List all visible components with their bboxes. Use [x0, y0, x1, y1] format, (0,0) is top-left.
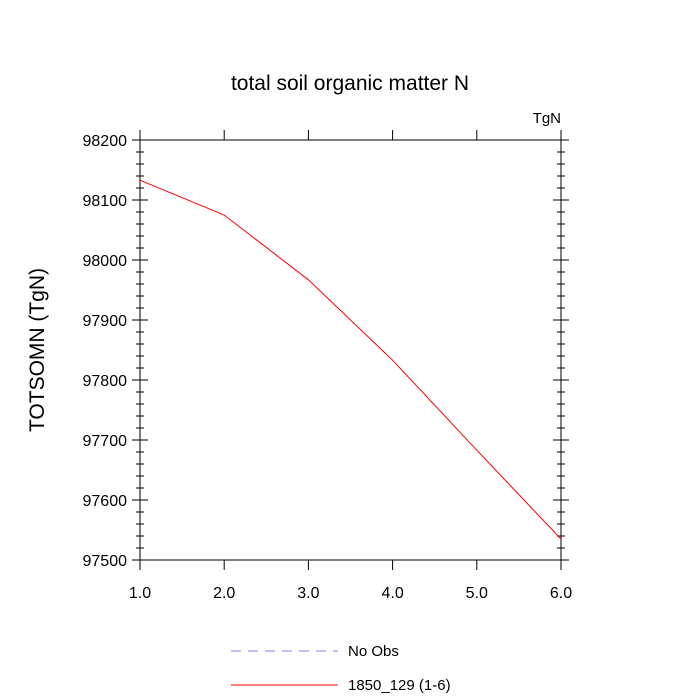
x-tick-label: 2.0	[213, 585, 235, 602]
legend-label-series: 1850_129 (1-6)	[348, 677, 451, 694]
series-layer	[139, 179, 562, 540]
axis-ticks	[132, 130, 569, 570]
x-tick-label: 6.0	[550, 585, 572, 602]
legend: No Obs 1850_129 (1-6)	[231, 643, 451, 694]
y-tick-label: 98100	[83, 193, 128, 210]
y-tick-label: 97600	[83, 493, 128, 510]
legend-label-no-obs: No Obs	[348, 643, 399, 660]
y-axis-label: TOTSOMN (TgN)	[26, 268, 49, 432]
tick-labels: 97500 97600 97700 97800 97900 98000 98100 98200…	[83, 133, 573, 602]
plot-frame	[139, 139, 562, 561]
chart-title: total soil organic matter N	[231, 72, 469, 95]
y-tick-label: 98200	[83, 133, 128, 150]
y-tick-label: 97500	[83, 553, 128, 570]
x-tick-label: 3.0	[297, 585, 319, 602]
y-tick-label: 97900	[83, 313, 128, 330]
x-tick-label: 4.0	[381, 585, 403, 602]
series-line	[139, 179, 562, 540]
x-tick-label: 1.0	[129, 585, 151, 602]
units-label: TgN	[533, 110, 561, 127]
y-tick-label: 97800	[83, 373, 128, 390]
y-tick-label: 98000	[83, 253, 128, 270]
x-tick-label: 5.0	[466, 585, 488, 602]
y-tick-label: 97700	[83, 433, 128, 450]
